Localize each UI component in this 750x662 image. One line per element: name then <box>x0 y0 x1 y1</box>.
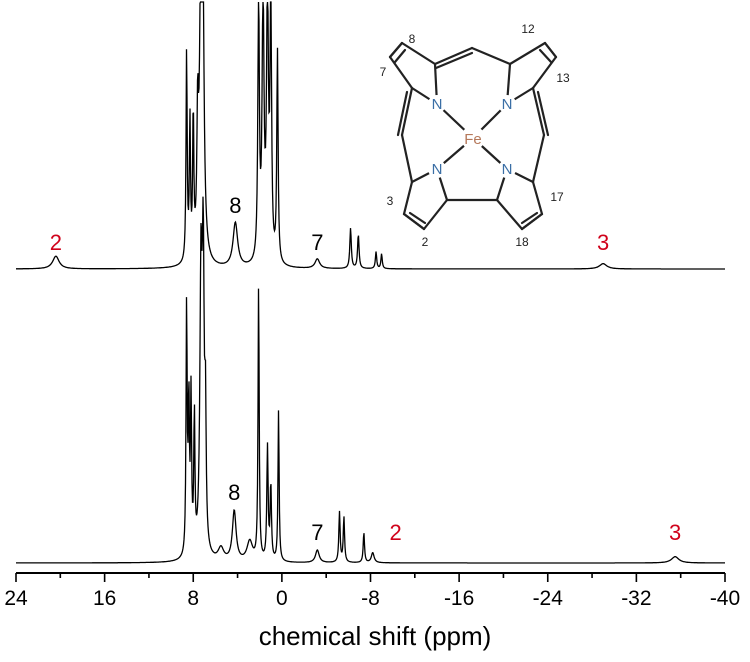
peak-label-bottom-7: 7 <box>311 520 323 545</box>
nitrogen-atom-tr: N <box>502 96 513 113</box>
x-tick-label: -8 <box>361 587 380 610</box>
spectrum-top <box>16 1 725 270</box>
x-tick-label: 24 <box>4 587 28 610</box>
spectrum-bottom <box>16 196 725 564</box>
peak-annotations: 2 8 7 3 8 7 2 3 <box>50 193 682 545</box>
double-bond <box>520 212 544 231</box>
double-bond <box>543 41 558 59</box>
spectra-layer <box>16 1 725 564</box>
x-tick-label: -40 <box>710 587 740 610</box>
x-tick-label: -16 <box>444 587 474 610</box>
double-bond <box>538 48 553 64</box>
x-axis-label: chemical shift (ppm) <box>259 621 492 651</box>
position-label-7: 7 <box>380 65 387 79</box>
bond <box>422 198 449 231</box>
position-label-18: 18 <box>515 235 529 249</box>
x-tick-label: -32 <box>621 587 651 610</box>
position-label-8: 8 <box>409 32 416 46</box>
peak-label-top-2: 2 <box>50 230 62 255</box>
double-bond <box>402 212 426 231</box>
porphyrin-structure: N N N N Fe 8 12 7 13 3 17 2 18 <box>380 22 570 249</box>
atom-background <box>428 95 446 113</box>
peak-label-bottom-8: 8 <box>228 480 240 505</box>
double-bond <box>388 41 404 59</box>
porphyrin-position-labels: 8 12 7 13 3 17 2 18 <box>380 22 570 249</box>
bond <box>400 133 414 184</box>
bond <box>402 180 414 216</box>
atom-background <box>428 160 446 178</box>
bond <box>508 41 547 66</box>
double-bond <box>434 51 474 70</box>
atom-background <box>498 95 516 113</box>
x-tick-label: -24 <box>533 587 564 610</box>
double-bond <box>536 90 550 137</box>
bond <box>495 198 524 231</box>
bond <box>400 86 414 137</box>
nitrogen-atom-br: N <box>502 161 513 178</box>
peak-label-bottom-3: 3 <box>669 520 681 545</box>
peak-label-bottom-2: 2 <box>389 520 401 545</box>
position-label-17: 17 <box>550 190 564 204</box>
porphyrin-atoms: N N N N Fe <box>428 95 516 178</box>
nitrogen-atom-tl: N <box>432 96 443 113</box>
peak-label-top-3: 3 <box>597 230 609 255</box>
nitrogen-atom-bl: N <box>432 161 443 178</box>
bond <box>433 46 474 66</box>
iron-atom: Fe <box>464 131 482 148</box>
double-bond <box>520 211 539 225</box>
x-axis: 24 16 8 0 -8 -16 -24 -32 -40 <box>4 572 740 610</box>
bond <box>470 46 512 66</box>
bond <box>388 55 414 90</box>
position-label-12: 12 <box>521 22 535 36</box>
peak-label-top-7: 7 <box>311 230 323 255</box>
position-label-2: 2 <box>422 235 429 249</box>
x-tick-label: 8 <box>187 587 199 610</box>
position-label-13: 13 <box>556 71 570 85</box>
double-bond <box>393 48 407 64</box>
bond <box>531 55 558 90</box>
bond <box>400 41 437 66</box>
double-bond <box>396 90 409 137</box>
double-bond <box>408 211 427 225</box>
position-label-3: 3 <box>387 194 394 208</box>
x-tick-label: 16 <box>93 587 116 610</box>
bond <box>531 180 544 216</box>
bond <box>531 133 546 184</box>
x-tick-label: 0 <box>276 587 288 610</box>
atom-background <box>461 126 485 150</box>
atom-background <box>498 160 516 178</box>
bond <box>531 86 546 137</box>
peak-label-top-8: 8 <box>229 193 241 218</box>
